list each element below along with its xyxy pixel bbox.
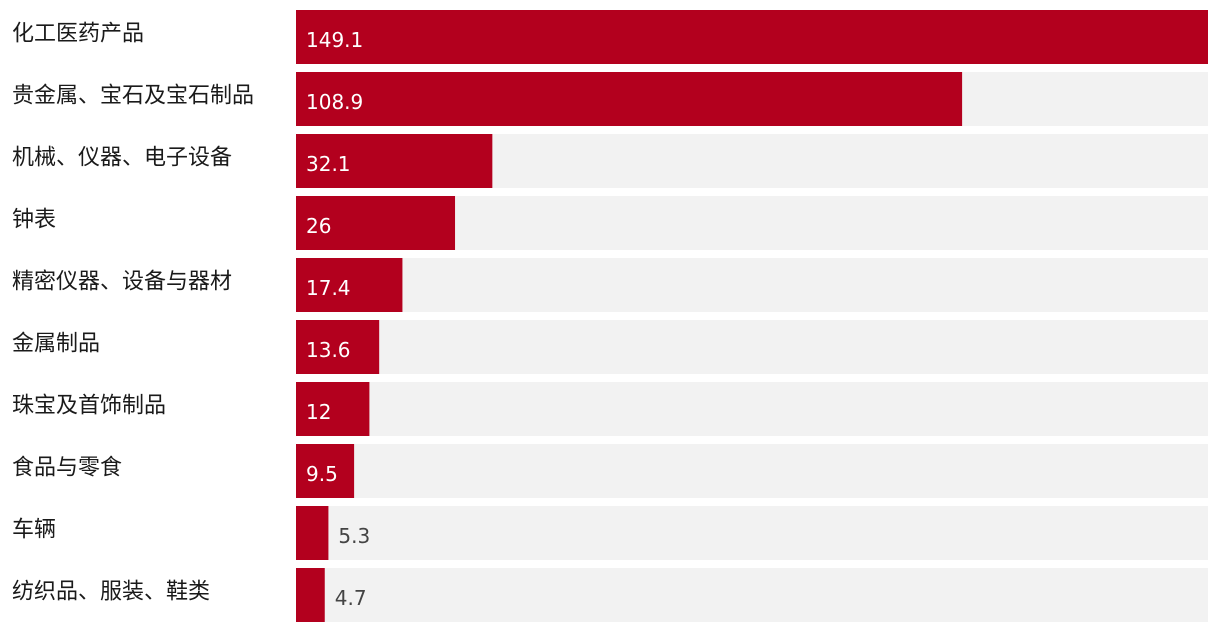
- category-label: 贵金属、宝石及宝石制品: [12, 84, 254, 109]
- category-label: 纺织品、服装、鞋类: [12, 580, 210, 605]
- value-labels: 149.1 108.9 32.1 26 17.4 13.6 12 9.5 5.3 4.7: [306, 28, 370, 610]
- value-label: 32.1: [306, 152, 351, 176]
- bar: [296, 196, 456, 250]
- category-label: 化工医药产品: [12, 22, 144, 47]
- bar: [296, 10, 1208, 64]
- value-label: 13.6: [306, 338, 351, 362]
- value-label: 108.9: [306, 90, 363, 114]
- bar: [296, 72, 963, 126]
- value-label: 12: [306, 400, 331, 424]
- bar-track: [296, 258, 1208, 312]
- bar-series: [296, 10, 1208, 622]
- category-label: 珠宝及首饰制品: [12, 394, 166, 419]
- bar: [296, 134, 493, 188]
- bar: [296, 320, 380, 374]
- value-label: 4.7: [335, 586, 367, 610]
- bar-track: [296, 444, 1208, 498]
- bar-track: [296, 568, 1208, 622]
- bar: [296, 258, 403, 312]
- category-label: 钟表: [12, 208, 56, 233]
- category-label: 食品与零食: [12, 456, 122, 481]
- value-label: 149.1: [306, 28, 363, 52]
- value-label: 26: [306, 214, 331, 238]
- category-label: 车辆: [12, 518, 56, 543]
- category-label: 精密仪器、设备与器材: [12, 270, 232, 295]
- bar: [296, 382, 370, 436]
- value-label: 17.4: [306, 276, 351, 300]
- bar: [296, 568, 325, 622]
- bar-track: [296, 320, 1208, 374]
- bar-tracks: [296, 10, 1208, 622]
- category-label: 机械、仪器、电子设备: [12, 146, 232, 171]
- bar-track: [296, 506, 1208, 560]
- bar: [296, 444, 355, 498]
- bar-track: [296, 382, 1208, 436]
- value-label: 9.5: [306, 462, 338, 486]
- bar: [296, 506, 329, 560]
- value-label: 5.3: [338, 524, 370, 548]
- category-label: 金属制品: [12, 332, 100, 357]
- category-labels: 化工医药产品贵金属、宝石及宝石制品机械、仪器、电子设备钟表精密仪器、设备与器材金…: [12, 22, 254, 605]
